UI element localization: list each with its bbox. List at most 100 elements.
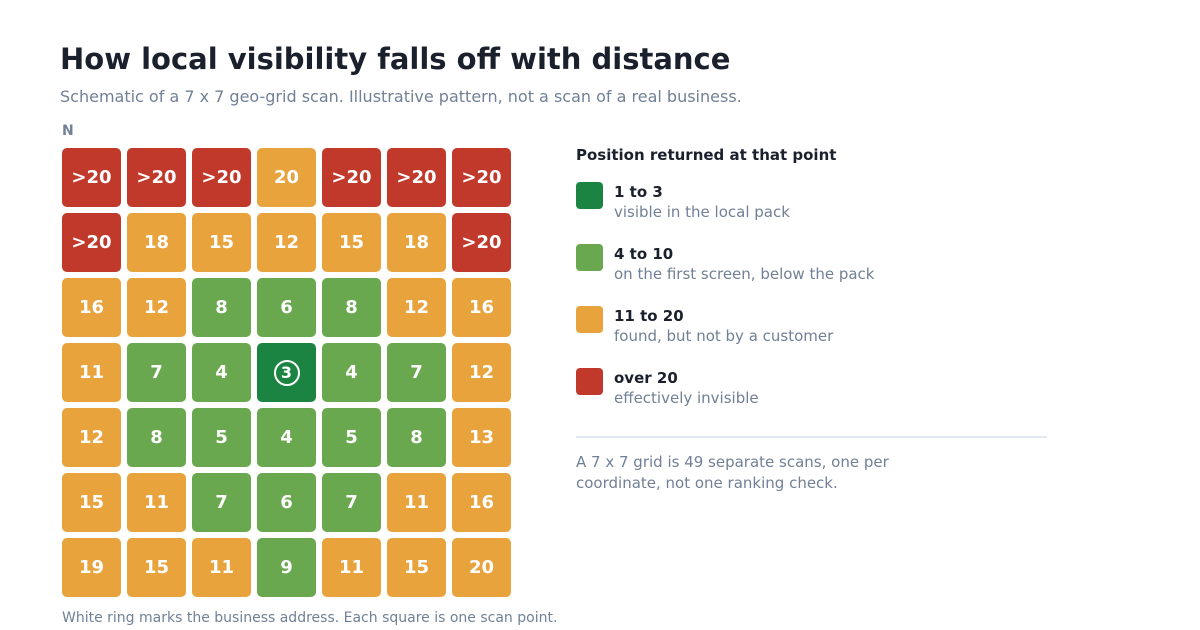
grid-cell-value: 12 [78,427,105,448]
legend-item: 4 to 10 on the first screen, below the pa… [576,244,1046,306]
grid-cell-value: >20 [461,167,502,188]
grid-cell-value: 11 [78,362,105,383]
grid-cell-value: 15 [208,232,235,253]
page-subtitle: Schematic of a 7 x 7 geo-grid scan. Illu… [60,87,742,106]
page-title: How local visibility falls off with dist… [60,42,731,76]
legend-desc: visible in the local pack [614,203,790,221]
legend-label: 11 to 20 [614,307,684,325]
grid-cell: 7 [127,343,186,402]
grid-cell: 20 [257,148,316,207]
grid-cell-value: 7 [215,492,228,513]
grid-cell-value: 4 [215,362,228,383]
grid-cell: 11 [192,538,251,597]
grid-cell: 15 [192,213,251,272]
grid-cell: 15 [62,473,121,532]
grid-cell: 6 [257,473,316,532]
grid-cell-value: 4 [280,427,293,448]
grid-cell-value: 5 [345,427,358,448]
grid-cell: 4 [257,408,316,467]
grid-cell: 5 [322,408,381,467]
grid-cell: 8 [192,278,251,337]
grid-cell: 16 [452,473,511,532]
legend-item: over 20 effectively invisible [576,368,1046,430]
grid-cell: 5 [192,408,251,467]
grid-cell-value: 8 [215,297,228,318]
grid-cell-value: 12 [143,297,170,318]
grid-cell: >20 [322,148,381,207]
grid-cell: 8 [322,278,381,337]
grid-cell-value: >20 [461,232,502,253]
grid-cell: 11 [127,473,186,532]
legend-label: 1 to 3 [614,183,663,201]
divider [576,436,1047,438]
grid-cell-value: >20 [201,167,242,188]
legend-swatch [576,368,603,395]
grid-cell: 12 [127,278,186,337]
grid-cell: 12 [387,278,446,337]
legend-item: 1 to 3 visible in the local pack [576,182,1046,244]
grid-cell-value: 18 [143,232,170,253]
grid-cell: 8 [387,408,446,467]
legend-items: 1 to 3 visible in the local pack 4 to 10 on… [576,182,1046,430]
legend-label: 4 to 10 [614,245,674,263]
grid-cell: 15 [387,538,446,597]
grid-cell: 15 [127,538,186,597]
grid-cell-business: 3 [257,343,316,402]
grid-cell: >20 [127,148,186,207]
grid-cell: >20 [192,148,251,207]
grid-cell-value: 15 [338,232,365,253]
grid-cell-value: 5 [215,427,228,448]
grid-cell: 12 [257,213,316,272]
legend-desc: on the first screen, below the pack [614,265,875,283]
grid-cell-value: 16 [78,297,105,318]
grid-cell-value: 20 [468,557,495,578]
grid-cell: 7 [192,473,251,532]
grid-cell-value: 8 [345,297,358,318]
legend-item: 11 to 20 found, but not by a customer [576,306,1046,368]
legend-swatch [576,182,603,209]
north-label: N [62,123,74,139]
grid-note: A 7 x 7 grid is 49 separate scans, one p… [576,453,889,492]
grid-cell: 16 [452,278,511,337]
grid-cell-value: 12 [403,297,430,318]
grid-cell-value: 7 [410,362,423,383]
grid-cell-value: 20 [273,167,300,188]
legend-desc: found, but not by a customer [614,327,834,345]
grid-cell-value: 16 [468,492,495,513]
grid-cell-value: >20 [71,232,112,253]
grid-cell: 4 [192,343,251,402]
business-ring-marker: 3 [273,359,300,386]
grid-cell-value: 6 [280,297,293,318]
grid-cell: >20 [452,148,511,207]
grid-cell: 7 [322,473,381,532]
grid-cell-value: 9 [280,557,293,578]
grid-cell: 12 [452,343,511,402]
legend-swatch [576,306,603,333]
legend-desc: effectively invisible [614,389,759,407]
grid-cell-value: >20 [396,167,437,188]
legend-label: over 20 [614,369,678,387]
grid-cell-value: >20 [331,167,372,188]
grid-cell-value: 13 [468,427,495,448]
grid-cell: 7 [387,343,446,402]
grid-cell: 19 [62,538,121,597]
legend-title: Position returned at that point [576,146,837,164]
grid-cell-value: 7 [345,492,358,513]
grid-cell-value: 12 [468,362,495,383]
grid-cell: >20 [452,213,511,272]
grid-cell: 11 [387,473,446,532]
grid-cell: 16 [62,278,121,337]
geo-grid: >20 >20 >20 20 >20 >20 >20 >20 18 15 12 15 18 >20 16 12… [62,148,511,597]
grid-cell: 20 [452,538,511,597]
grid-cell: >20 [62,213,121,272]
grid-cell: >20 [62,148,121,207]
grid-cell-value: >20 [71,167,112,188]
grid-cell: 12 [62,408,121,467]
grid-cell: 9 [257,538,316,597]
grid-cell-value: 11 [143,492,170,513]
grid-cell-value: 19 [78,557,105,578]
grid-cell-value: 7 [150,362,163,383]
grid-cell: 18 [127,213,186,272]
grid-cell: 11 [62,343,121,402]
grid-footnote: White ring marks the business address. E… [62,610,558,626]
